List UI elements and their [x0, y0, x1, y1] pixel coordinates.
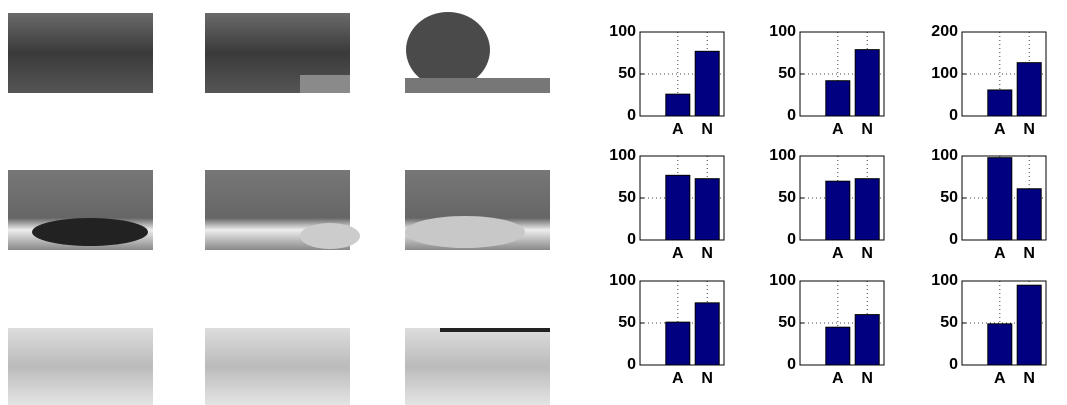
y-tick-label: 100 [769, 23, 796, 40]
y-tick-label: 100 [609, 23, 636, 40]
bar [1017, 285, 1041, 365]
y-tick-label: 0 [627, 356, 636, 373]
image-detail [440, 328, 550, 332]
x-tick-label: A [994, 245, 1006, 262]
y-tick-label: 0 [787, 231, 796, 248]
x-tick-label: N [701, 121, 713, 138]
bar [695, 51, 719, 116]
y-tick-label: 0 [787, 356, 796, 373]
x-tick-label: A [832, 121, 844, 138]
y-tick-label: 0 [627, 107, 636, 124]
image [8, 328, 153, 405]
y-tick-label: 100 [769, 272, 796, 289]
image-detail [300, 223, 360, 249]
y-tick-label: 0 [787, 107, 796, 124]
x-tick-label: A [672, 121, 684, 138]
y-tick-label: 0 [949, 356, 958, 373]
bar [695, 303, 719, 365]
x-tick-label: A [672, 245, 684, 262]
y-tick-label: 200 [931, 23, 958, 40]
image [205, 328, 350, 405]
bar [855, 315, 879, 365]
bar [826, 81, 850, 116]
y-tick-label: 100 [931, 272, 958, 289]
y-tick-label: 0 [627, 231, 636, 248]
y-tick-label: 100 [609, 147, 636, 164]
x-tick-label: A [994, 121, 1006, 138]
bar [988, 158, 1012, 240]
y-tick-label: 50 [618, 65, 636, 82]
x-tick-label: N [861, 370, 873, 387]
y-tick-label: 0 [949, 107, 958, 124]
y-tick-label: 100 [931, 147, 958, 164]
image [405, 328, 550, 405]
image [8, 13, 153, 93]
y-tick-label: 50 [618, 314, 636, 331]
y-tick-label: 50 [618, 189, 636, 206]
x-tick-label: N [701, 245, 713, 262]
x-tick-label: N [701, 370, 713, 387]
x-tick-label: N [861, 121, 873, 138]
image-detail [406, 12, 490, 88]
bar [695, 179, 719, 240]
bar [666, 94, 690, 116]
y-tick-label: 50 [778, 314, 796, 331]
y-tick-label: 100 [769, 147, 796, 164]
bar [666, 322, 690, 365]
x-tick-label: A [994, 370, 1006, 387]
image-detail [32, 218, 148, 246]
x-tick-label: N [1023, 245, 1035, 262]
bar [1017, 189, 1041, 240]
x-tick-label: A [832, 245, 844, 262]
bar [826, 181, 850, 240]
image-grid [8, 12, 550, 405]
bar [826, 327, 850, 365]
y-tick-label: 100 [609, 272, 636, 289]
x-tick-label: A [832, 370, 844, 387]
x-tick-label: N [861, 245, 873, 262]
bar [1017, 63, 1041, 116]
bar [988, 324, 1012, 365]
bar [666, 175, 690, 240]
x-tick-label: N [1023, 370, 1035, 387]
image-detail [300, 75, 350, 93]
y-tick-label: 100 [931, 65, 958, 82]
y-tick-label: 50 [940, 314, 958, 331]
bar [855, 179, 879, 240]
image-detail [405, 216, 525, 248]
x-tick-label: N [1023, 121, 1035, 138]
bar [855, 50, 879, 116]
figure: 050100AN050100AN0100200AN050100AN050100A… [0, 0, 1067, 405]
image-detail [405, 78, 550, 93]
y-tick-label: 50 [778, 189, 796, 206]
bar [988, 90, 1012, 116]
y-tick-label: 50 [940, 189, 958, 206]
y-tick-label: 50 [778, 65, 796, 82]
x-tick-label: A [672, 370, 684, 387]
y-tick-label: 0 [949, 231, 958, 248]
